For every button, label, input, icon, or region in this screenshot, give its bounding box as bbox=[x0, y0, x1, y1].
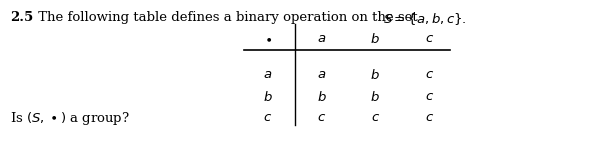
Text: $\mathit{c}$: $\mathit{c}$ bbox=[424, 90, 434, 103]
Text: $\mathit{c}$: $\mathit{c}$ bbox=[263, 111, 272, 124]
Text: $\mathit{c}$: $\mathit{c}$ bbox=[424, 111, 434, 124]
Text: $\mathit{b}$: $\mathit{b}$ bbox=[263, 90, 272, 104]
Text: $\mathit{a}$: $\mathit{a}$ bbox=[317, 68, 326, 81]
Text: $\mathit{b}$: $\mathit{b}$ bbox=[317, 90, 326, 104]
Text: $\mathit{c}$: $\mathit{c}$ bbox=[371, 111, 380, 124]
Text: $S=\{a,b,c\}.$: $S=\{a,b,c\}.$ bbox=[383, 11, 467, 27]
Text: $\bullet$: $\bullet$ bbox=[264, 32, 272, 45]
Text: 2.5: 2.5 bbox=[10, 11, 34, 24]
Text: $\mathit{b}$: $\mathit{b}$ bbox=[370, 68, 380, 82]
Text: $\mathit{a}$: $\mathit{a}$ bbox=[317, 32, 326, 45]
Text: $\mathit{b}$: $\mathit{b}$ bbox=[370, 90, 380, 104]
Text: $\mathit{a}$: $\mathit{a}$ bbox=[263, 68, 272, 81]
Text: $\mathit{c}$: $\mathit{c}$ bbox=[424, 68, 434, 81]
Text: $\mathit{b}$: $\mathit{b}$ bbox=[370, 32, 380, 46]
Text: Is $(S,\bullet)$ a group?: Is $(S,\bullet)$ a group? bbox=[10, 110, 130, 127]
Text: The following table defines a binary operation on the set: The following table defines a binary ope… bbox=[34, 11, 422, 24]
Text: $\mathit{c}$: $\mathit{c}$ bbox=[424, 32, 434, 45]
Text: $\mathit{c}$: $\mathit{c}$ bbox=[317, 111, 326, 124]
